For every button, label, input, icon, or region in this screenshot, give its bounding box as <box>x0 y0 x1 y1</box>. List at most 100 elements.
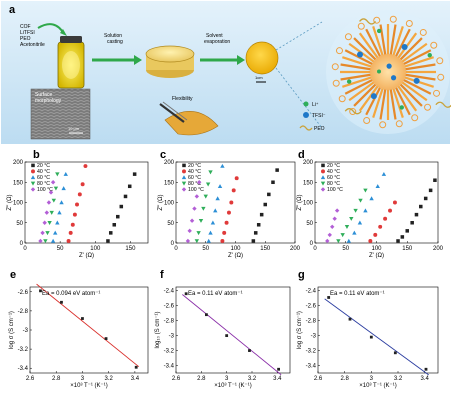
cof-rod <box>344 78 375 95</box>
y-tick-label: 150 <box>164 180 175 186</box>
data-point <box>66 238 71 243</box>
cof-rod <box>340 63 373 71</box>
cof-ring <box>433 89 441 97</box>
panel-label-d: d <box>298 149 305 161</box>
y-tick-label: 200 <box>164 160 175 166</box>
data-point <box>271 180 275 185</box>
data-point <box>349 216 354 221</box>
peo-chain <box>344 108 362 115</box>
ion-dot <box>376 28 382 34</box>
y-tick-label: 200 <box>13 160 24 166</box>
ion-dot <box>386 63 392 69</box>
legend-label: 80 °C <box>37 181 50 187</box>
y-tick-label: 100 <box>303 201 314 207</box>
panel-label-e: e <box>10 269 16 281</box>
cof-rod <box>403 63 436 71</box>
x-tick-label: 2.8 <box>52 376 61 382</box>
cof-rod <box>340 73 373 81</box>
data-point <box>423 196 428 201</box>
legend-marker <box>30 181 36 186</box>
data-point <box>259 212 264 217</box>
y-tick-label: -2.4 <box>306 289 317 295</box>
cof-rod <box>398 82 423 107</box>
data-point <box>368 238 373 243</box>
data-point <box>334 208 340 213</box>
cof-rod <box>365 85 382 116</box>
cof-ring <box>363 117 371 125</box>
flexibility-label: Flexibility <box>172 96 193 102</box>
data-point <box>336 239 341 244</box>
cof-rod <box>372 26 385 58</box>
cof-ring <box>424 103 432 111</box>
data-point <box>192 206 197 211</box>
membrane-disc-icon <box>245 41 279 75</box>
cof-rod <box>396 84 418 112</box>
tfsi-legend-icon <box>303 112 309 118</box>
data-point <box>189 218 195 223</box>
data-point <box>75 202 79 207</box>
data-point <box>348 317 352 321</box>
x-tick-label: 3.4 <box>273 376 282 382</box>
chart-g-arrhenius: g 2.6 2.8 3 3.2 3.4 -2.4 -2.6 -2.8 -3 -3.2 -3.4 ×10³… <box>297 269 439 389</box>
cof-rod <box>394 28 411 59</box>
x-tick-label: 100 <box>90 246 101 252</box>
legend-marker <box>182 163 186 168</box>
x-tick-label: 2.8 <box>197 376 206 382</box>
data-point <box>81 317 84 320</box>
data-point <box>60 300 63 304</box>
step1-line2: casting <box>107 39 123 45</box>
y-axis-label: log σ (S cm⁻¹) <box>297 311 303 349</box>
data-point <box>381 171 387 176</box>
data-point <box>396 239 400 243</box>
data-point <box>55 220 60 225</box>
data-point <box>327 296 331 299</box>
y-tick-label: 0 <box>20 241 24 247</box>
data-point <box>369 196 374 201</box>
x-tick-label: 0 <box>313 246 317 252</box>
y-tick-label: -3 <box>23 328 29 334</box>
x-tick-label: 0 <box>174 246 178 252</box>
cof-rod <box>398 37 423 62</box>
data-point <box>196 231 201 236</box>
data-point <box>187 228 192 234</box>
cof-rod <box>402 56 434 69</box>
cof-ring <box>430 41 438 49</box>
cof-rod <box>389 24 397 57</box>
cof-rod <box>353 37 378 62</box>
x-tick-label: 2.6 <box>314 376 323 382</box>
y-tick-label: -3.2 <box>18 347 29 353</box>
y-tick-label: -2.6 <box>18 290 29 296</box>
x-tick-label: 150 <box>260 246 271 252</box>
y-tick-label: -3.2 <box>306 349 317 355</box>
data-point <box>400 235 405 239</box>
y-tick-label: 200 <box>303 160 314 166</box>
y-tick-label: -2.6 <box>306 304 317 310</box>
data-point <box>57 210 62 215</box>
data-point <box>38 238 43 244</box>
cof-ring <box>395 120 403 128</box>
y-tick-label: 150 <box>13 180 24 186</box>
panel-label-c: c <box>160 149 166 161</box>
cof-rod <box>353 82 378 107</box>
legend-label: 20 °C <box>37 163 50 169</box>
data-point <box>226 210 231 215</box>
x-tick-label: 3 <box>225 376 229 382</box>
y-tick-label: -3.4 <box>306 364 317 370</box>
cof-ring <box>419 28 427 36</box>
chart-e-arrhenius: e 2.6 2.8 3 3.2 3.4 -2.6 -2.8 -3 -3.2 -3.4 ×10³ T⁻¹… <box>9 269 149 389</box>
data-point <box>222 230 227 235</box>
legend-label: 60 °C <box>37 175 50 181</box>
legend-label: 60 °C <box>188 175 201 181</box>
chart-b-nyquist: b 0 50 100 150 0 50 100 150 200 Z' (Ω) Z'' (Ω) 20 °C… <box>7 149 149 259</box>
x-tick-label: 0 <box>23 246 27 252</box>
data-point <box>267 192 271 197</box>
cof-ring <box>411 114 419 122</box>
data-point <box>123 194 128 199</box>
cof-rod <box>379 87 387 120</box>
data-point <box>419 204 423 209</box>
panel-label-g: g <box>298 269 305 281</box>
cof-rod <box>400 80 428 102</box>
x-tick-label: 200 <box>290 246 301 252</box>
data-point <box>206 238 211 243</box>
step-arrow-1-head <box>134 55 142 65</box>
